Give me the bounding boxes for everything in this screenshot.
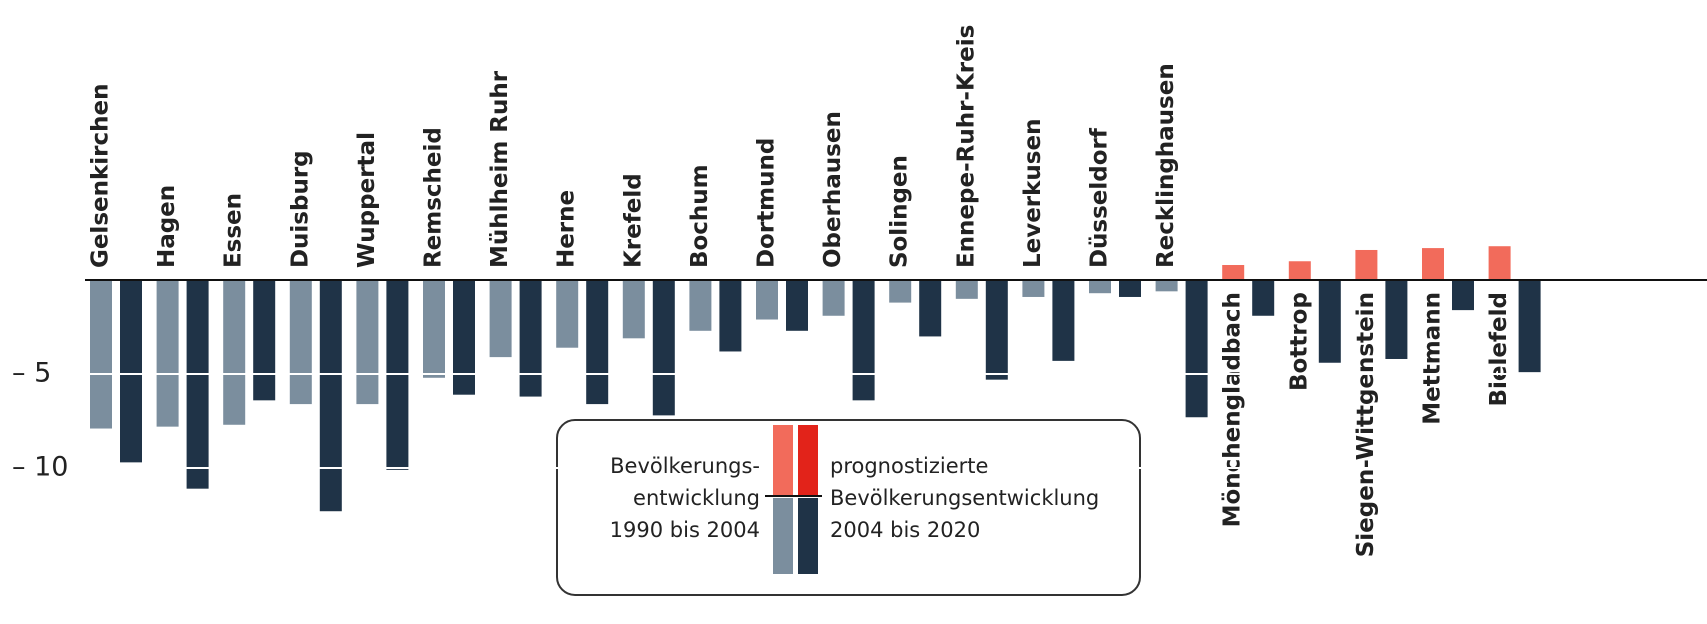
category-label: Krefeld bbox=[620, 173, 646, 268]
bar bbox=[489, 280, 512, 358]
legend-label: entwicklung bbox=[633, 486, 760, 510]
bar bbox=[1052, 280, 1075, 361]
category-label: Gelsenkirchen bbox=[88, 84, 114, 269]
category-label: Herne bbox=[554, 190, 580, 268]
legend-label: 1990 bis 2004 bbox=[610, 518, 760, 542]
bar bbox=[1089, 280, 1111, 294]
category-label: Düsseldorf bbox=[1087, 127, 1113, 268]
y-tick-label: – 5 bbox=[12, 358, 51, 389]
bar bbox=[689, 280, 712, 331]
category-label: Bottrop bbox=[1286, 292, 1312, 391]
category-label: Hagen bbox=[154, 185, 180, 268]
bar bbox=[719, 280, 742, 352]
bar bbox=[786, 280, 808, 331]
bar bbox=[423, 280, 445, 378]
bar bbox=[1155, 280, 1178, 292]
legend-box bbox=[556, 419, 1141, 596]
bar bbox=[1022, 280, 1045, 297]
bar bbox=[852, 280, 875, 401]
bar bbox=[919, 280, 942, 337]
bar bbox=[253, 280, 276, 401]
bar bbox=[319, 280, 342, 512]
legend-swatch-negative bbox=[773, 498, 793, 574]
bar bbox=[1222, 265, 1245, 281]
bar bbox=[556, 280, 579, 348]
category-label: Bochum bbox=[687, 164, 713, 268]
bar bbox=[652, 280, 675, 416]
category-label: Mönchengladbach bbox=[1220, 292, 1246, 527]
bar bbox=[1119, 280, 1141, 297]
legend-label: 2004 bis 2020 bbox=[830, 518, 980, 542]
bar bbox=[356, 280, 379, 405]
bar bbox=[1185, 280, 1208, 418]
category-label: Oberhausen bbox=[820, 111, 846, 268]
category-label: Bielefeld bbox=[1486, 292, 1512, 406]
category-label: Siegen-Wittgenstein bbox=[1353, 292, 1379, 557]
category-label: Mettmann bbox=[1420, 292, 1446, 425]
bar bbox=[1252, 280, 1275, 316]
bar bbox=[1318, 280, 1341, 363]
bar bbox=[1518, 280, 1541, 373]
legend-swatch-negative bbox=[798, 498, 818, 574]
bar bbox=[453, 280, 475, 395]
bar bbox=[1385, 280, 1408, 359]
legend-label: prognostizierte bbox=[830, 454, 988, 478]
bar bbox=[1288, 261, 1311, 281]
bar bbox=[1452, 280, 1474, 311]
category-label: Wuppertal bbox=[354, 132, 380, 268]
bar bbox=[822, 280, 845, 316]
category-label: Dortmund bbox=[754, 138, 780, 268]
bar bbox=[223, 280, 246, 425]
bar bbox=[955, 280, 978, 299]
bar bbox=[622, 280, 645, 339]
bar bbox=[756, 280, 778, 320]
category-label: Recklinghausen bbox=[1153, 63, 1179, 268]
bar bbox=[519, 280, 542, 397]
legend-swatch-positive bbox=[798, 425, 818, 495]
bar bbox=[586, 280, 609, 405]
bar bbox=[1488, 246, 1511, 281]
category-label: Leverkusen bbox=[1020, 119, 1046, 269]
bar bbox=[90, 280, 112, 429]
bar bbox=[1355, 249, 1378, 281]
bar bbox=[120, 280, 142, 463]
legend-label: Bevölkerungsentwicklung bbox=[830, 486, 1099, 510]
category-label: Duisburg bbox=[287, 150, 313, 268]
bar bbox=[186, 280, 209, 489]
bar bbox=[156, 280, 179, 427]
y-tick-label: – 10 bbox=[12, 452, 68, 483]
legend-label: Bevölkerungs- bbox=[610, 454, 760, 478]
category-label: Essen bbox=[221, 193, 247, 268]
bar bbox=[889, 280, 912, 303]
bar bbox=[289, 280, 312, 405]
category-label: Solingen bbox=[887, 155, 913, 268]
category-label: Ennepe-Ruhr-Kreis bbox=[953, 25, 979, 268]
category-label: Remscheid bbox=[421, 127, 447, 268]
bar bbox=[1422, 248, 1444, 281]
legend-swatch-positive bbox=[773, 425, 793, 495]
bar bbox=[985, 280, 1008, 380]
category-label: Mühlheim Ruhr bbox=[487, 70, 513, 268]
